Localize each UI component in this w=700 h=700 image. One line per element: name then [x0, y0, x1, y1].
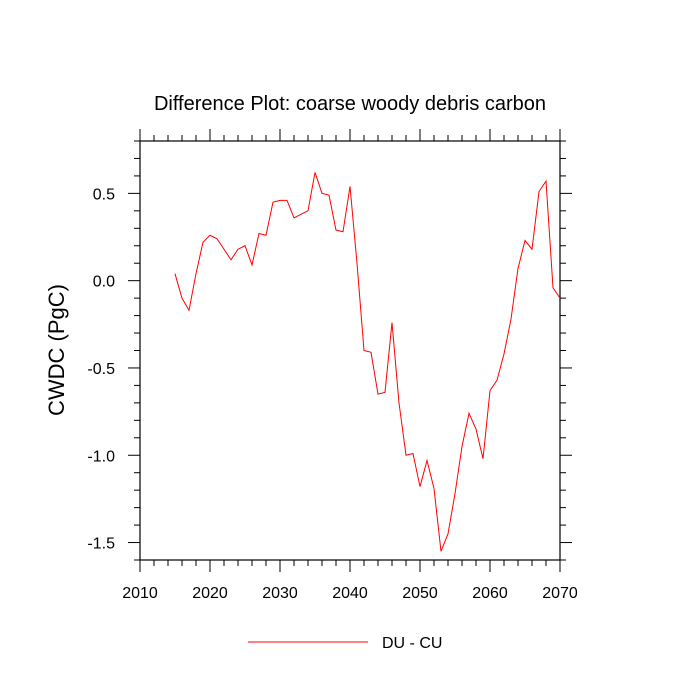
y-tick-label: 0.0	[93, 274, 115, 291]
x-tick-label: 2050	[402, 585, 438, 602]
x-tick-label: 2020	[192, 585, 228, 602]
y-tick-label: -1.0	[87, 448, 115, 465]
y-tick-label: -1.5	[87, 536, 115, 553]
x-tick-label: 2070	[542, 585, 578, 602]
plot-frame	[139, 140, 561, 561]
series-line-du-cu	[174, 172, 561, 552]
y-axis-label: CWDC (PgC)	[44, 284, 69, 416]
legend-label: DU - CU	[382, 635, 442, 652]
chart-title: Difference Plot: coarse woody debris car…	[154, 93, 546, 115]
x-tick-label: 2060	[472, 585, 508, 602]
y-tick-label: -0.5	[87, 361, 115, 378]
y-tick-label: 0.5	[93, 186, 115, 203]
x-tick-label: 2040	[332, 585, 368, 602]
legend: DU - CU	[248, 635, 442, 652]
x-tick-label: 2010	[122, 585, 158, 602]
x-tick-label: 2030	[262, 585, 298, 602]
